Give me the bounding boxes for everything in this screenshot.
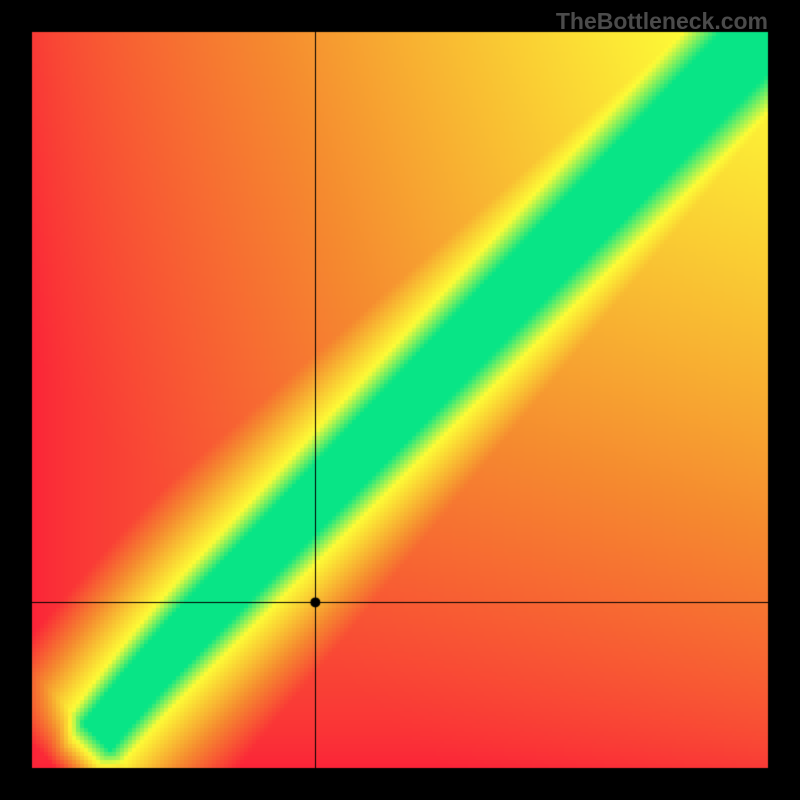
bottleneck-heatmap bbox=[0, 0, 800, 800]
chart-container: TheBottleneck.com bbox=[0, 0, 800, 800]
